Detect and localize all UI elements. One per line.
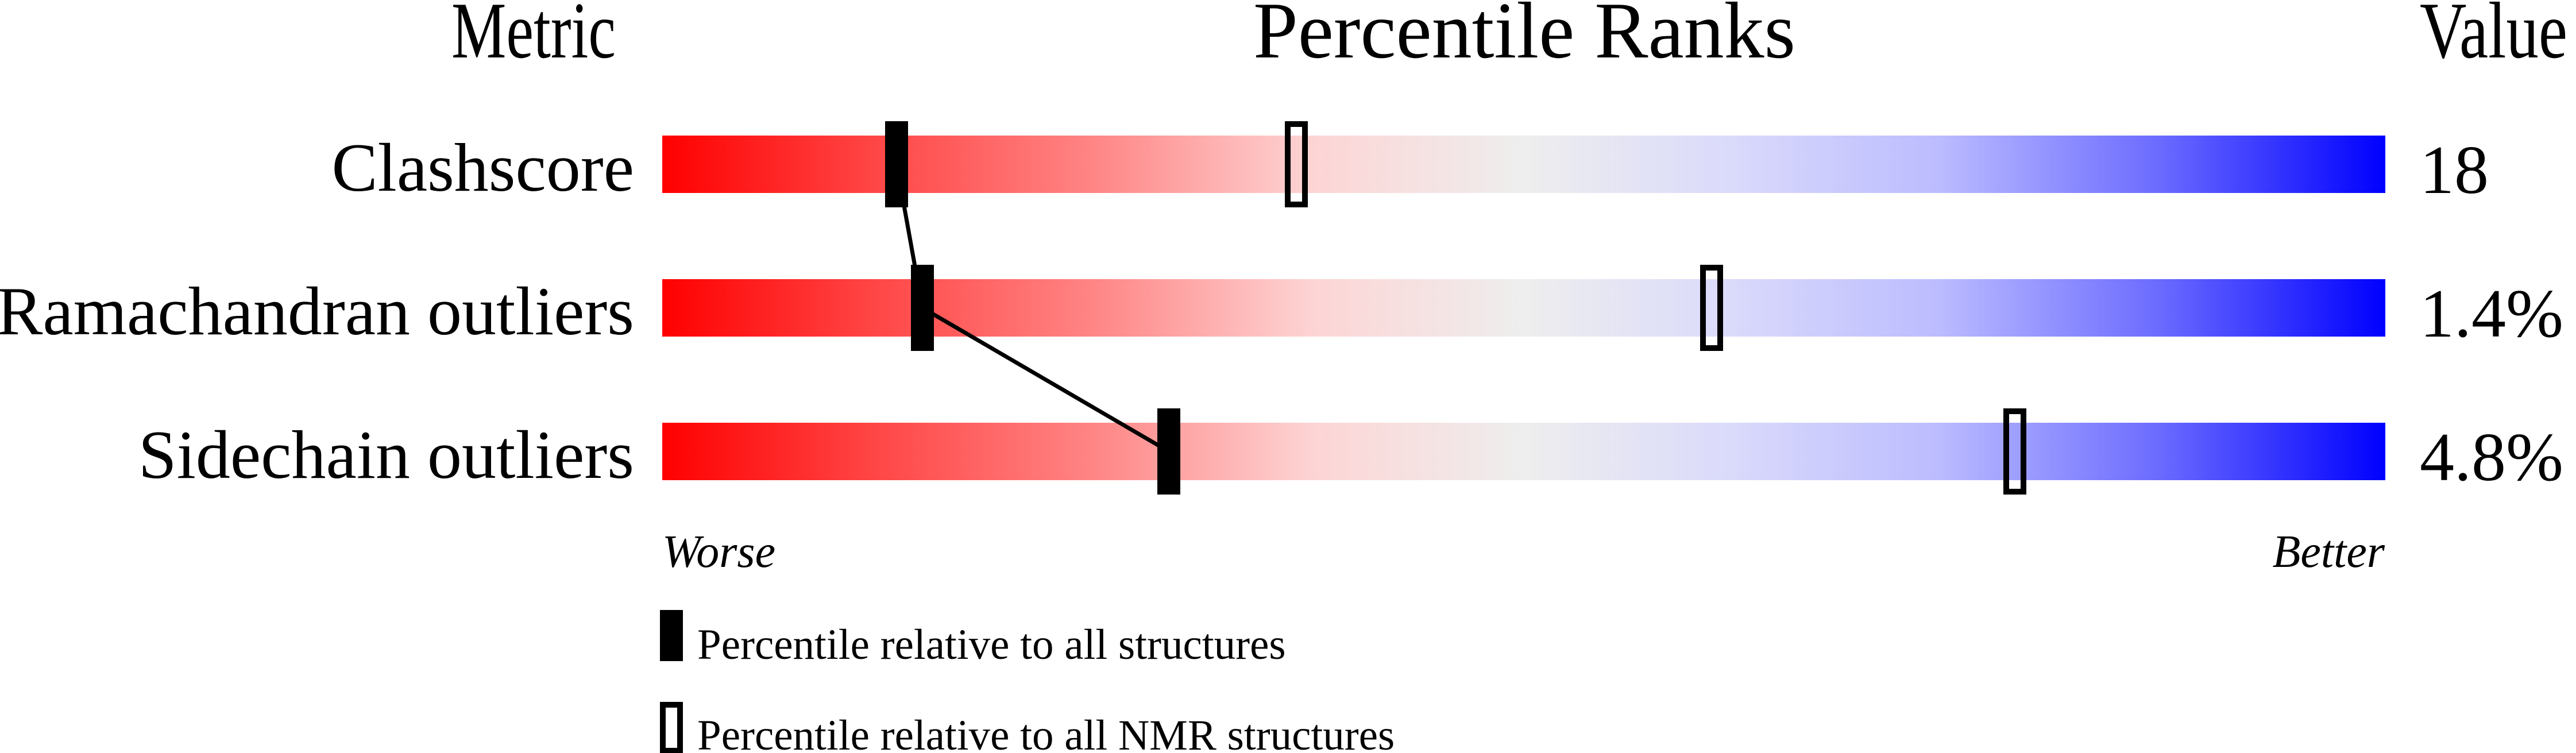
metric-value: 18: [2420, 132, 2489, 208]
better-label: Better: [2273, 527, 2385, 577]
metric-rows: Clashscore 18 Ramachandran outliers 1.4% Sid…: [0, 121, 2563, 495]
percentile-nmr-marker: [1285, 121, 1308, 207]
percentile-bar: [662, 136, 2385, 193]
legend-filled-marker: [660, 610, 683, 661]
metric-label: Sidechain outliers: [138, 416, 634, 493]
metric-value: 4.8%: [2420, 419, 2563, 495]
percentile-all-marker: [911, 265, 934, 351]
markers: [885, 121, 2026, 495]
legend: Percentile relative to all structures Pe…: [660, 610, 1395, 753]
worse-label: Worse: [662, 527, 775, 577]
legend-all-structures: Percentile relative to all structures: [697, 621, 1286, 669]
legend-hollow-marker: [660, 702, 683, 753]
percentile-nmr-marker: [2003, 408, 2026, 495]
metric-value: 1.4%: [2420, 275, 2563, 352]
connector-line: [921, 306, 1170, 454]
legend-nmr-structures: Percentile relative to all NMR structure…: [697, 712, 1395, 753]
percentile-bar: [662, 423, 2385, 480]
percentile-all-marker: [1157, 408, 1180, 495]
percentile-ranks-header: Percentile Ranks: [1253, 0, 1795, 75]
metric-label: Clashscore: [331, 129, 634, 206]
percentile-bar: [662, 279, 2385, 337]
percentile-all-marker: [885, 121, 908, 207]
metric-label: Ramachandran outliers: [0, 273, 634, 349]
percentile-nmr-marker: [1700, 265, 1723, 351]
metric-header: Metric: [451, 0, 616, 75]
value-header: Value: [2420, 0, 2567, 75]
